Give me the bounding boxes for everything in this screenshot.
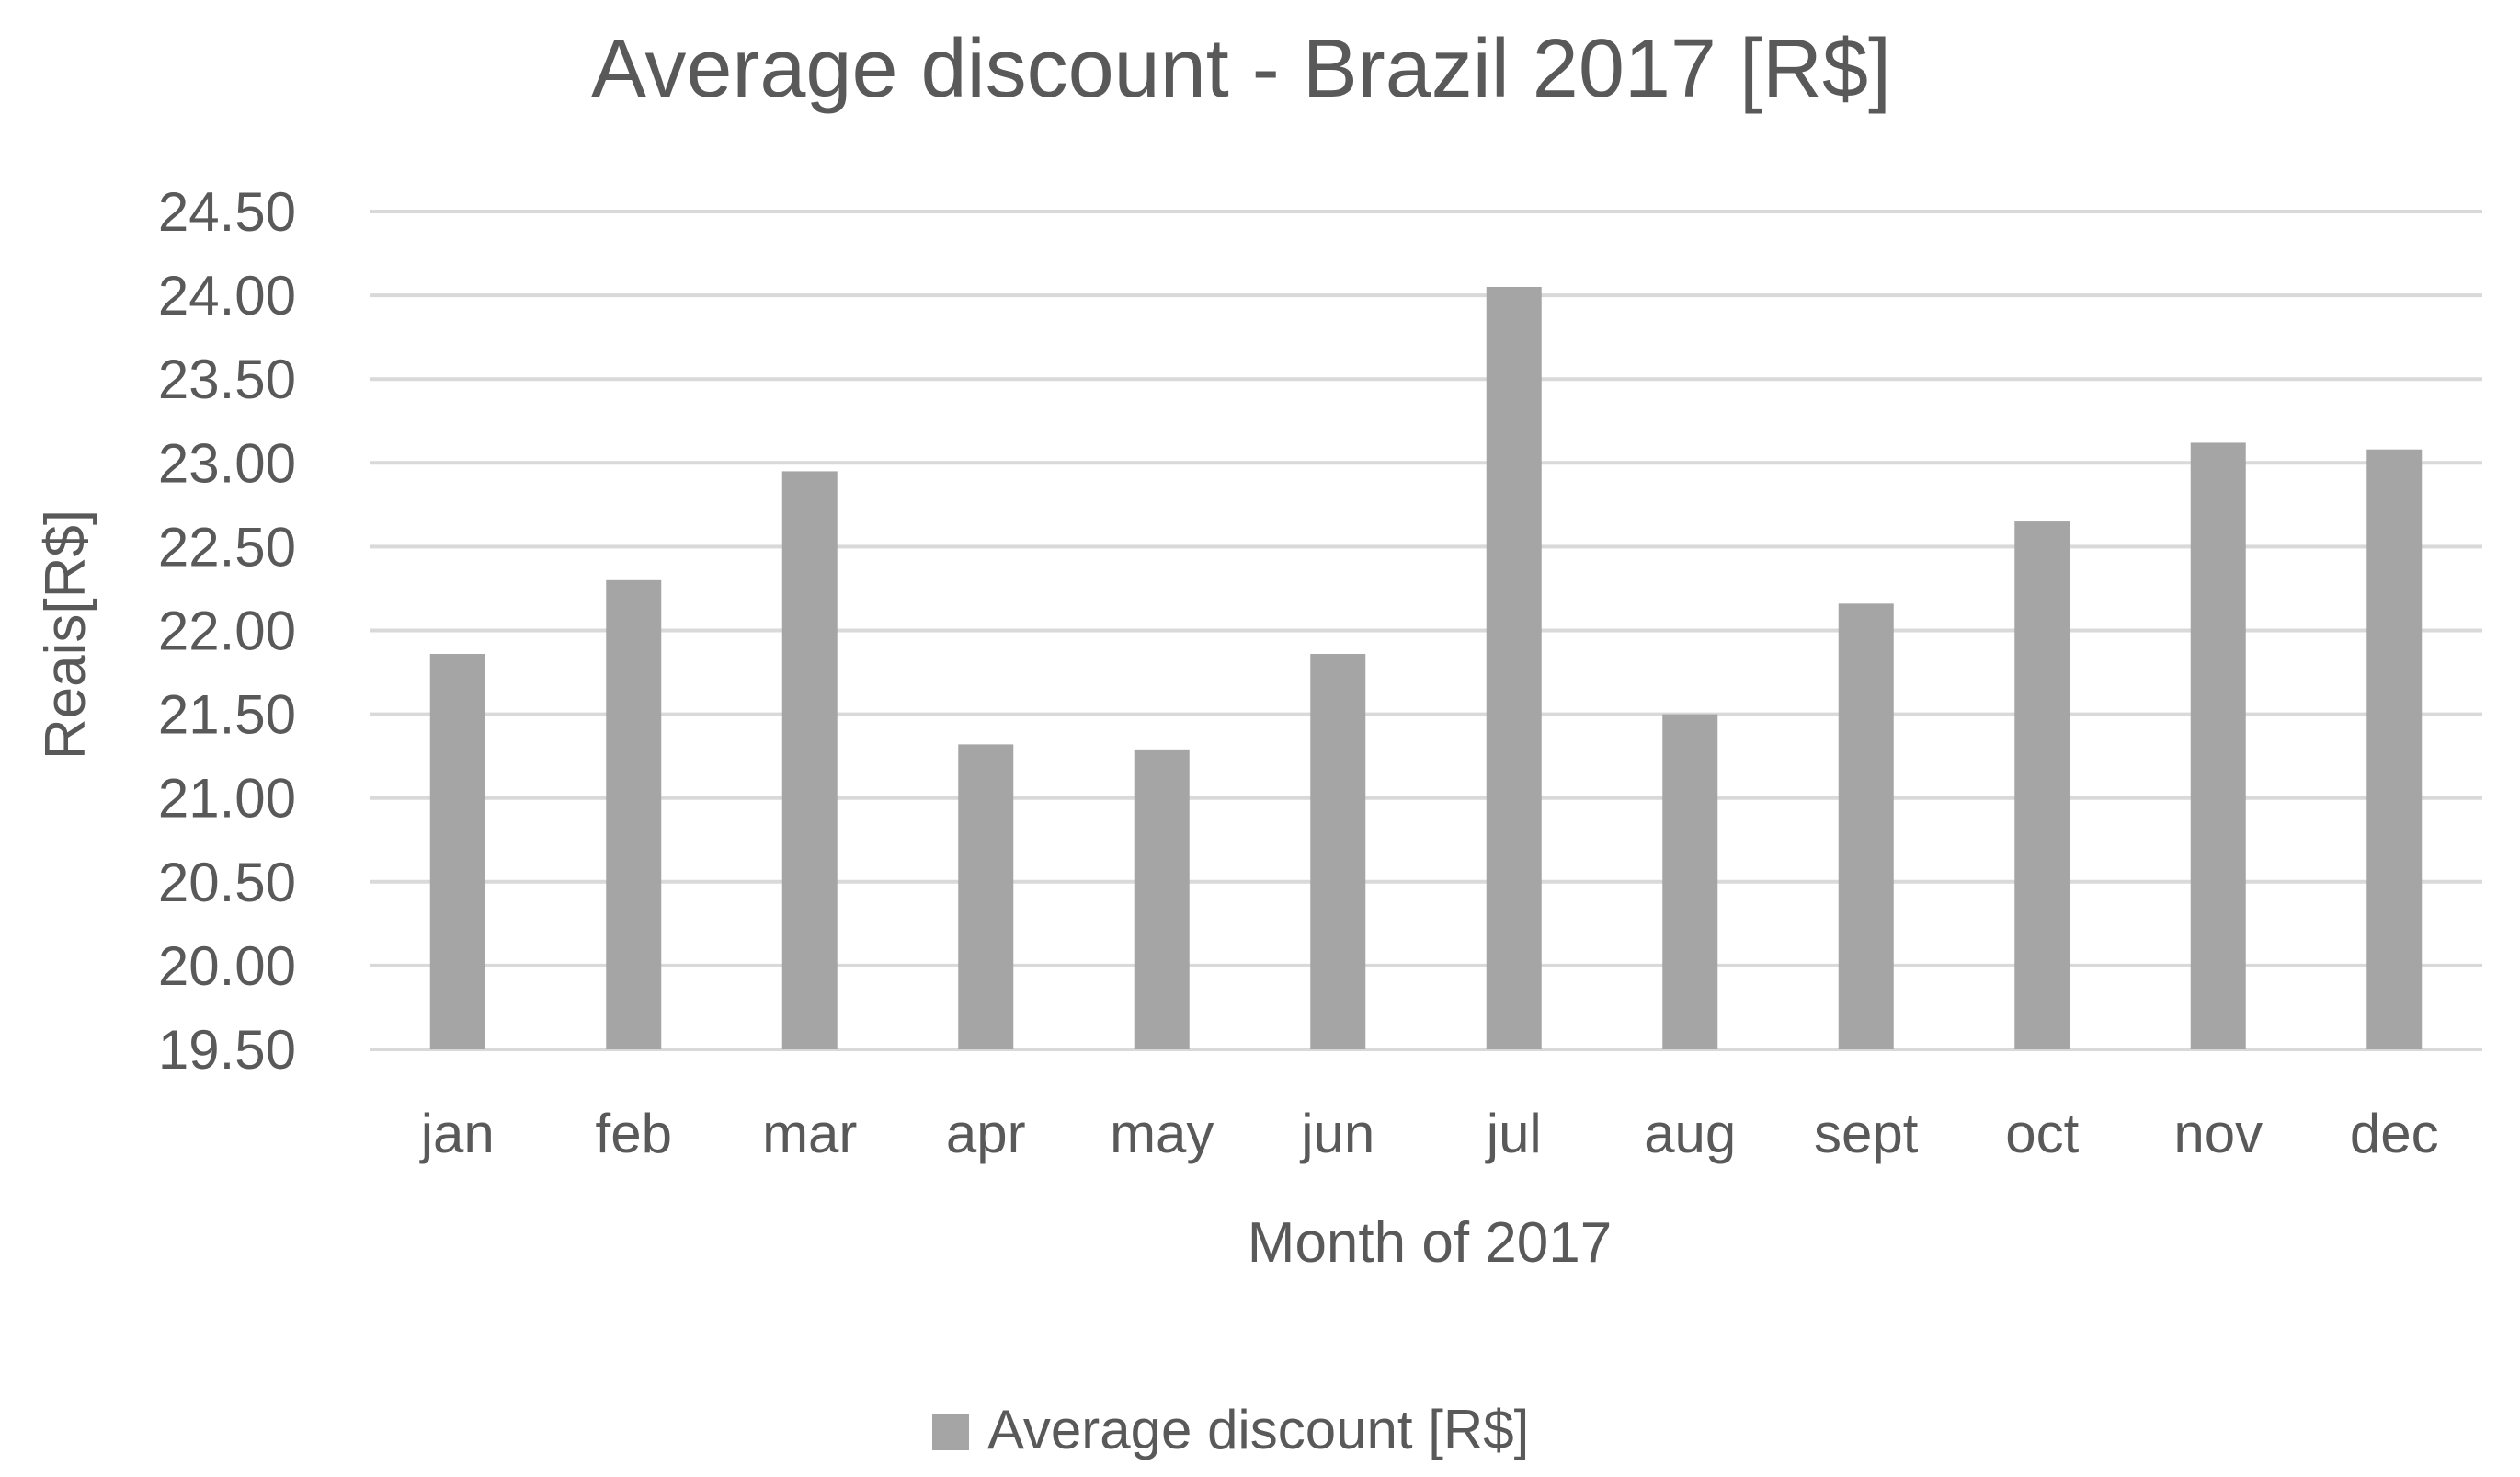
legend: Average discount [R$] (932, 1399, 1529, 1460)
y-axis-tick-labels: 19.50 20.00 20.50 21.00 21.50 22.00 22.50 23.00… (158, 181, 296, 1081)
chart-title: Average discount - Brazil 2017 [R$] (591, 23, 1891, 115)
x-tick-label-jun: jun (1299, 1103, 1374, 1164)
y-tick-label: 23.50 (158, 349, 296, 410)
x-tick-label-aug: aug (1644, 1103, 1736, 1164)
bar-nov (2190, 442, 2246, 1049)
y-tick-label: 20.00 (158, 935, 296, 997)
y-tick-label: 22.50 (158, 516, 296, 578)
bar-may (1134, 749, 1190, 1049)
y-tick-label: 21.00 (158, 768, 296, 830)
bars (429, 286, 2423, 1049)
legend-label: Average discount [R$] (987, 1399, 1529, 1460)
x-tick-label-jul: jul (1485, 1103, 1542, 1164)
y-tick-label: 24.00 (158, 265, 296, 326)
bar-jan (429, 654, 485, 1049)
x-tick-label-may: may (1110, 1103, 1214, 1164)
x-tick-label-mar: mar (762, 1103, 857, 1164)
y-tick-label: 21.50 (158, 684, 296, 746)
x-tick-label-oct: oct (2005, 1103, 2079, 1164)
x-axis-tick-labels: jan feb mar apr may jun jul aug sept oct nov dec (419, 1103, 2439, 1164)
bar-aug (1662, 714, 1718, 1049)
x-tick-label-apr: apr (946, 1103, 1026, 1164)
bar-apr (958, 744, 1014, 1049)
y-tick-label: 23.00 (158, 432, 296, 494)
x-tick-label-nov: nov (2173, 1103, 2263, 1164)
x-tick-label-jan: jan (419, 1103, 495, 1164)
y-tick-label: 22.00 (158, 601, 296, 662)
bar-jul (1486, 286, 1542, 1049)
bar-mar (781, 471, 838, 1049)
bar-jun (1310, 654, 1366, 1049)
y-tick-label: 24.50 (158, 181, 296, 243)
y-axis-title: Reais[R$] (34, 510, 97, 760)
y-tick-label: 20.50 (158, 852, 296, 913)
y-tick-label: 19.50 (158, 1019, 296, 1081)
bar-sept (1838, 603, 1894, 1049)
x-tick-label-dec: dec (2350, 1103, 2439, 1164)
bar-dec (2366, 449, 2423, 1049)
gridlines (370, 210, 2482, 1051)
bar-oct (2014, 521, 2070, 1049)
x-axis-title: Month of 2017 (1248, 1211, 1612, 1275)
x-tick-label-sept: sept (1814, 1103, 1919, 1164)
bar-feb (606, 579, 662, 1049)
x-tick-label-feb: feb (596, 1103, 672, 1164)
legend-swatch (932, 1414, 969, 1450)
